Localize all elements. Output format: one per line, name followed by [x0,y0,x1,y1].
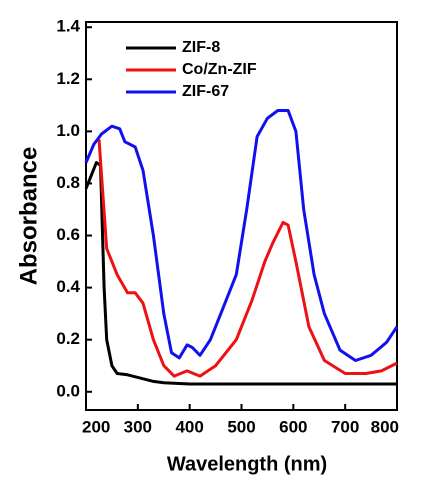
x-tick-label: 600 [279,417,307,436]
x-tick-label: 300 [124,417,152,436]
y-axis-label: Absorbance [15,147,42,286]
legend-label: ZIF-8 [182,39,220,56]
plot-frame [85,21,398,411]
legend-label: Co/Zn-ZIF [182,61,257,78]
y-tick-label: 1.2 [56,69,80,88]
x-tick-label: 500 [227,417,255,436]
x-tick-label: 800 [371,417,399,436]
y-tick-label: 0.6 [56,225,80,244]
line [97,139,398,378]
y-tick-label: 0.4 [56,277,80,296]
y-tick-label: 0.8 [56,173,80,192]
y-tick-label: 1.4 [56,17,80,36]
y-tick-label: 0.2 [56,329,80,348]
y-tick-label: 1.0 [56,121,80,140]
legend-label: ZIF-67 [182,83,229,100]
x-tick-label: 400 [175,417,203,436]
x-tick-label: 700 [331,417,359,436]
x-tick-label: 200 [82,417,110,436]
x-axis-label: Wavelength (nm) [167,453,327,475]
line [84,109,399,362]
line [84,161,397,386]
y-tick-label: 0.0 [56,381,80,400]
